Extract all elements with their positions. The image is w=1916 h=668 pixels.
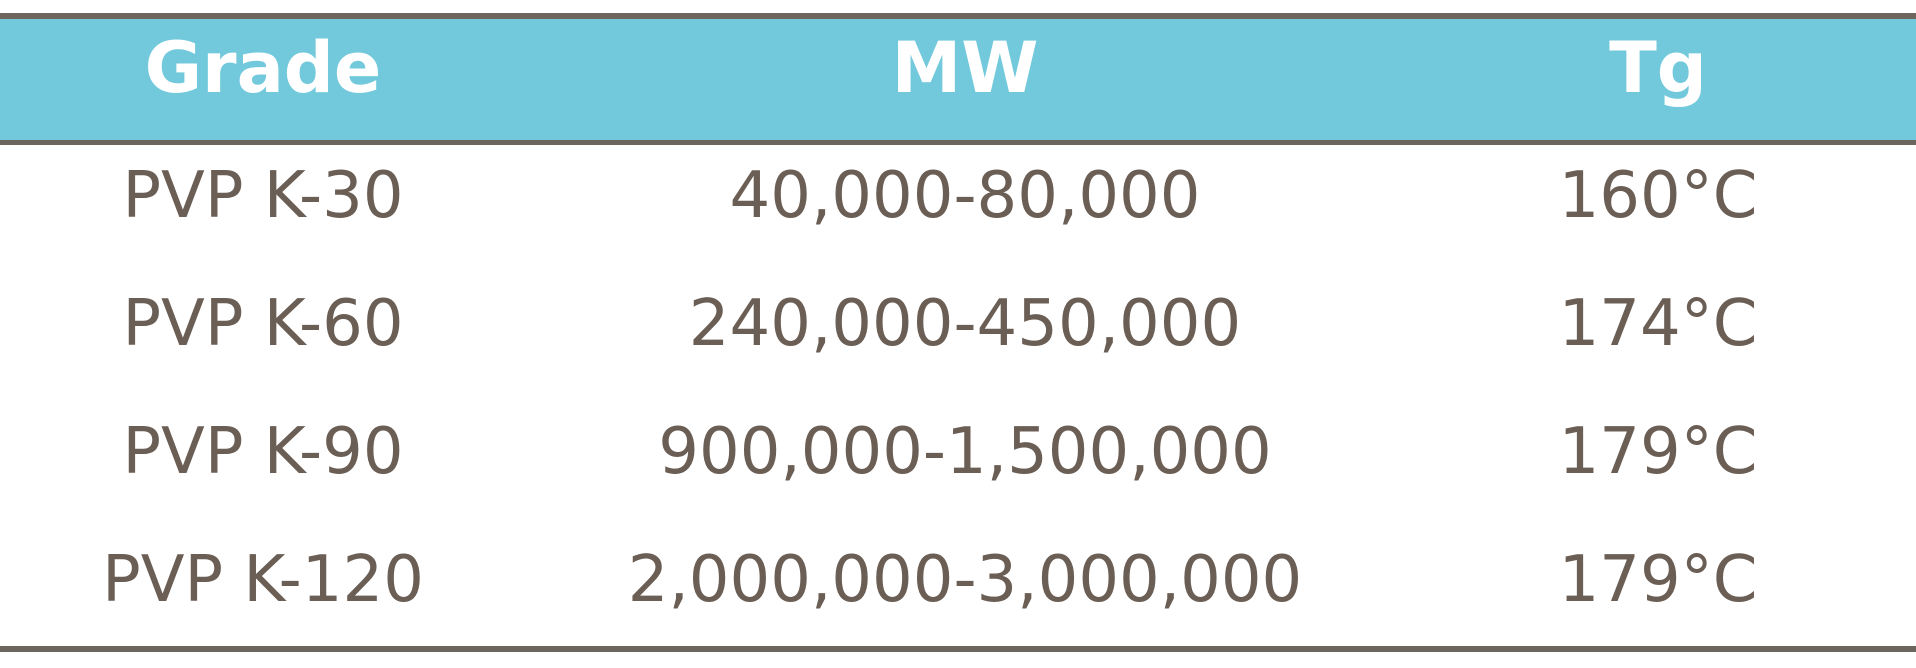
table-cell: 174°C [1558,287,1758,361]
table-cell: PVP K-30 [122,159,404,233]
top-border [0,13,1916,19]
table-cell: PVP K-90 [122,415,404,489]
table-cell: 179°C [1558,543,1758,617]
bottom-border [0,646,1916,652]
table-row: PVP K-60 240,000-450,000 174°C [0,260,1916,388]
table-row: PVP K-90 900,000-1,500,000 179°C [0,388,1916,516]
header-cell: Grade [144,26,382,109]
table-row: PVP K-30 40,000-80,000 160°C [0,132,1916,260]
table-row: PVP K-120 2,000,000-3,000,000 179°C [0,516,1916,644]
table-cell: PVP K-60 [122,287,404,361]
header-cell: Tg [1609,26,1707,109]
table-cell: 240,000-450,000 [688,287,1242,361]
table-cell: 40,000-80,000 [729,159,1201,233]
table-cell: 900,000-1,500,000 [658,415,1272,489]
table-cell: PVP K-120 [102,543,424,617]
header-border [0,140,1916,145]
table-cell: 2,000,000-3,000,000 [627,543,1303,617]
header-cell: MW [891,26,1039,109]
table-cell: 179°C [1558,415,1758,489]
table-header: Grade MW Tg [0,19,1916,140]
table-cell: 160°C [1558,159,1758,233]
